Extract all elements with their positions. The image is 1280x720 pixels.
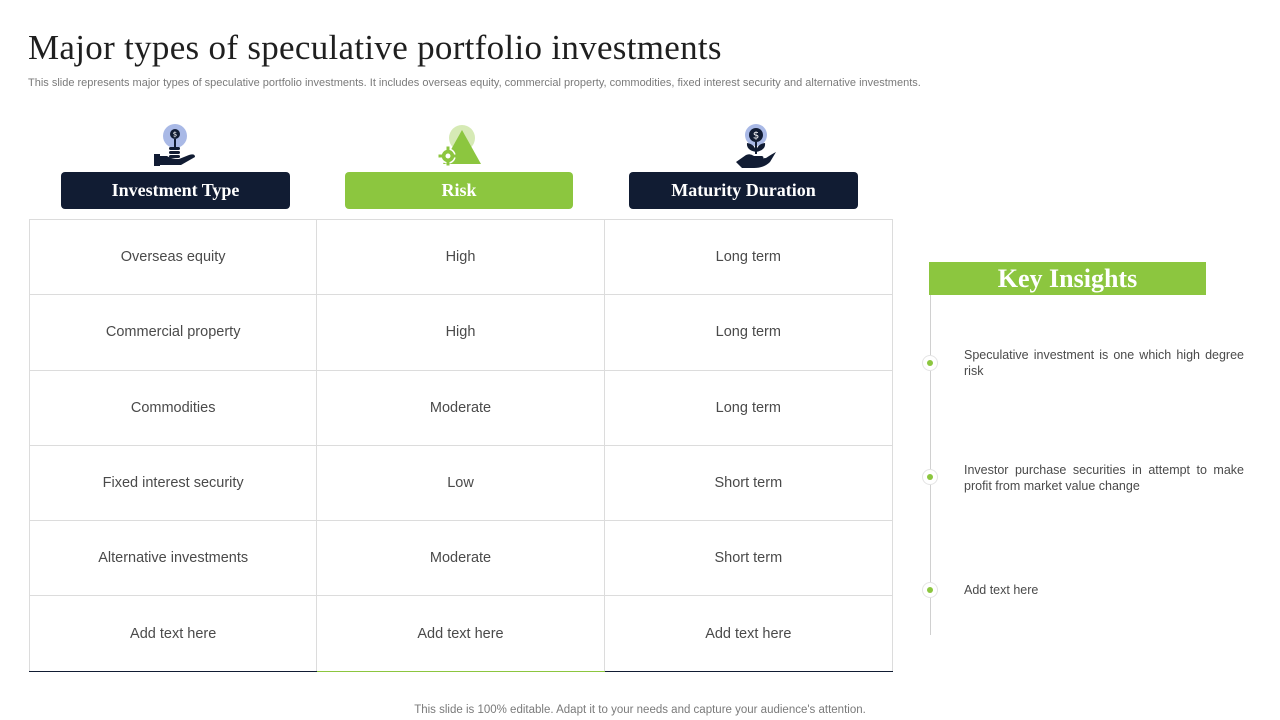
investment-table: Overseas equity High Long term Commercia… bbox=[29, 219, 893, 672]
dollar-plant-hand-icon: $ bbox=[732, 122, 780, 170]
key-insights-title: Key Insights bbox=[929, 262, 1206, 295]
table-row: Commercial property High Long term bbox=[30, 295, 892, 371]
cell-maturity: Add text here bbox=[705, 626, 792, 643]
cell-investment-type: Fixed interest security bbox=[30, 445, 318, 521]
cell-maturity: Long term bbox=[715, 249, 781, 266]
risk-triangle-gear-icon bbox=[436, 122, 484, 170]
header-risk: Risk bbox=[345, 172, 573, 209]
table-row: Fixed interest security Low Short term bbox=[30, 445, 892, 522]
cell-risk: Low bbox=[317, 445, 605, 521]
cell-risk: Add text here bbox=[317, 596, 605, 672]
insight-text: Add text here bbox=[964, 583, 1039, 597]
plant-money-hand-icon: $ bbox=[151, 122, 199, 170]
cell-risk: High bbox=[317, 295, 605, 370]
cell-risk: High bbox=[317, 220, 605, 295]
cell-investment-type: Alternative investments bbox=[30, 521, 318, 596]
table-row: Overseas equity High Long term bbox=[30, 220, 892, 296]
timeline-dot bbox=[922, 582, 938, 598]
accent-segment bbox=[605, 671, 893, 672]
cell-maturity: Long term bbox=[715, 399, 781, 416]
slide-footer: This slide is 100% editable. Adapt it to… bbox=[414, 704, 866, 716]
table-row: Commodities Moderate Long term bbox=[30, 370, 892, 446]
svg-text:$: $ bbox=[173, 131, 177, 139]
accent-segment bbox=[29, 671, 317, 672]
header-investment-type: Investment Type bbox=[61, 172, 290, 209]
insight-text: Speculative investment is one which high… bbox=[964, 348, 1244, 378]
slide-title: Major types of speculative portfolio inv… bbox=[28, 28, 722, 67]
cell-investment-type: Add text here bbox=[30, 596, 318, 672]
cell-risk: Moderate bbox=[317, 521, 605, 596]
timeline-line bbox=[930, 295, 931, 635]
insight-text: Investor purchase securities in attempt … bbox=[964, 463, 1244, 493]
accent-segment bbox=[317, 671, 605, 672]
cell-investment-type: Commodities bbox=[30, 370, 318, 445]
cell-maturity: Short term bbox=[714, 550, 783, 567]
header-maturity-duration: Maturity Duration bbox=[629, 172, 858, 209]
table-row: Add text here Add text here Add text her… bbox=[30, 596, 892, 672]
cell-investment-type: Overseas equity bbox=[30, 220, 318, 295]
cell-investment-type: Commercial property bbox=[30, 295, 318, 370]
timeline-dot bbox=[922, 469, 938, 485]
slide-subtitle: This slide represents major types of spe… bbox=[28, 77, 921, 89]
table-row: Alternative investments Moderate Short t… bbox=[30, 521, 892, 597]
timeline-dot bbox=[922, 355, 938, 371]
cell-maturity: Long term bbox=[715, 324, 781, 341]
table-bottom-accent bbox=[29, 671, 893, 673]
svg-text:$: $ bbox=[753, 131, 759, 142]
cell-risk: Moderate bbox=[317, 370, 605, 445]
cell-maturity: Short term bbox=[714, 475, 783, 492]
